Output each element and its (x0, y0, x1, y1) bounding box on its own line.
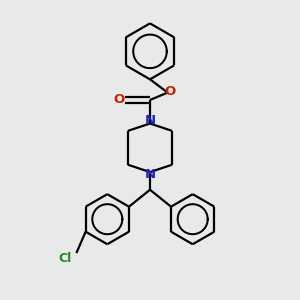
Text: N: N (144, 114, 156, 127)
Text: O: O (113, 93, 125, 106)
Text: Cl: Cl (59, 252, 72, 265)
Text: O: O (164, 85, 175, 98)
Text: N: N (144, 168, 156, 181)
